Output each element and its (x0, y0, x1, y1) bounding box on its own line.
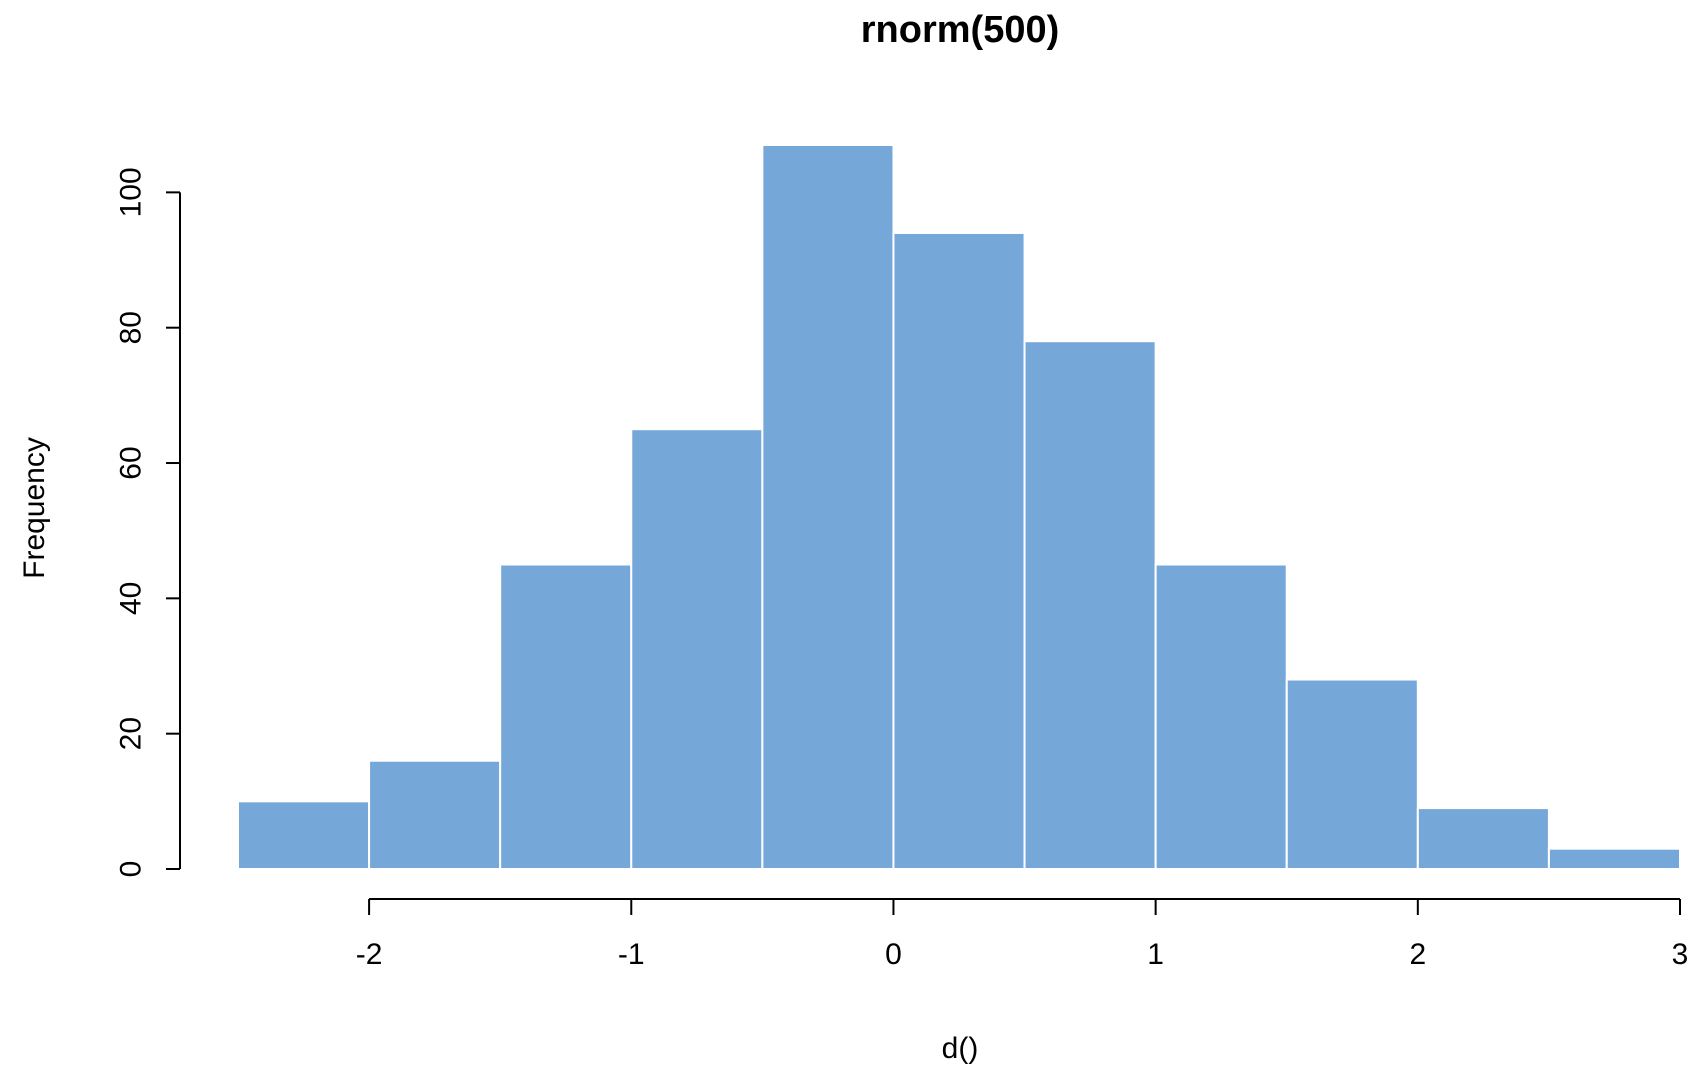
chart-title: rnorm(500) (861, 9, 1060, 51)
y-axis-label: Frequency (18, 437, 51, 579)
y-tick-label: 40 (115, 582, 148, 615)
y-axis: 0 20 40 60 80 100 (115, 167, 181, 877)
histogram-bar (1154, 563, 1288, 871)
histogram-bar (761, 144, 895, 870)
y-tick-label: 20 (115, 717, 148, 750)
y-tick-label: 60 (115, 446, 148, 479)
x-axis: -2 -1 0 1 2 3 (356, 898, 1689, 971)
histogram-bar (1285, 678, 1419, 870)
x-tick-label: 0 (885, 938, 902, 971)
y-tick-label: 0 (115, 861, 148, 878)
x-tick-label: -2 (356, 938, 383, 971)
y-tick-label: 80 (115, 311, 148, 344)
y-tick-label: 100 (115, 167, 148, 217)
histogram-bar (368, 759, 502, 871)
x-tick-label: 3 (1672, 938, 1689, 971)
histogram-bar (237, 800, 371, 870)
histogram-bar (630, 428, 764, 870)
histogram-bar (1547, 847, 1681, 870)
x-tick-label: -1 (618, 938, 645, 971)
histogram-bar (892, 231, 1026, 870)
x-tick-label: 2 (1409, 938, 1426, 971)
x-axis-label: d() (942, 1032, 979, 1065)
x-tick-label: 1 (1147, 938, 1164, 971)
histogram-bars (237, 144, 1681, 871)
histogram-bar (499, 563, 633, 871)
histogram-bar (1416, 807, 1550, 870)
histogram-bar (1023, 340, 1157, 870)
